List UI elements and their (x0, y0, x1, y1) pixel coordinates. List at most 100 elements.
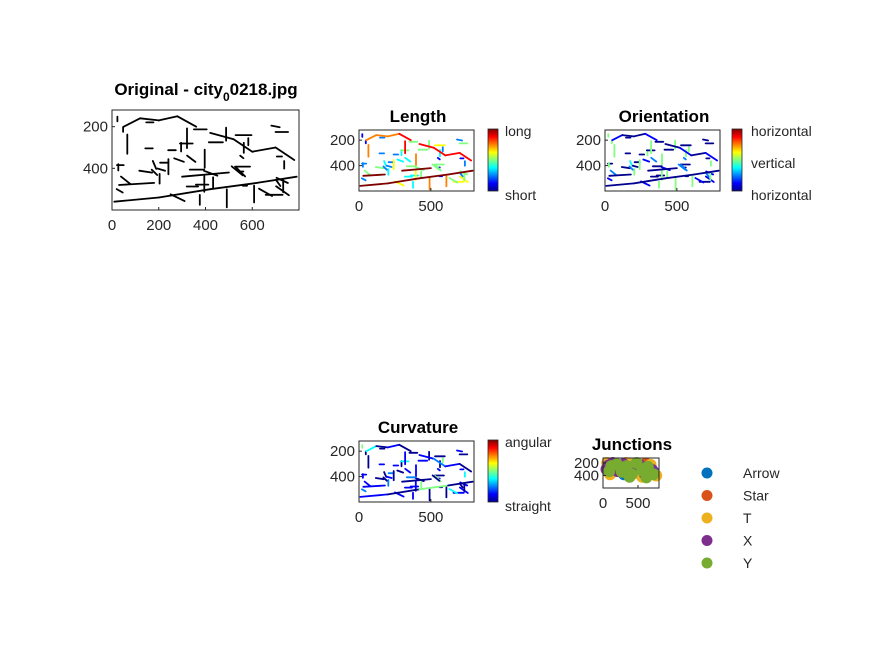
length-edge-segment (374, 166, 385, 170)
curvature-edge-segment (386, 443, 401, 449)
orientation-colorbar-bottom-label: horizontal (751, 187, 812, 203)
curvature-edge-segment (431, 474, 441, 482)
original-xtick-label: 400 (193, 217, 218, 234)
length-edge-segment (436, 156, 441, 161)
orientation-frame (604, 129, 721, 192)
curvature-xtick-label: 0 (355, 509, 363, 526)
legend-label-x: X (743, 533, 753, 549)
original-edge-segment (150, 168, 159, 176)
orientation-edge-segment (611, 134, 624, 142)
original-edge-image (113, 115, 298, 209)
length-colorbar-top-label: long (505, 123, 531, 139)
legend-label-t: T (743, 510, 752, 526)
length-edge-segment (363, 169, 372, 177)
curvature-edge-segment (444, 462, 461, 468)
orientation-edge-segment (682, 156, 687, 161)
original-edge-segment (209, 181, 258, 191)
length-edge-segment (382, 165, 388, 171)
orientation-edge-segment (620, 166, 631, 170)
orientation-edge-segment (664, 143, 681, 149)
length-edge-segment (458, 151, 473, 162)
orientation-edge-segment (678, 146, 693, 157)
original-edge-segment (181, 171, 230, 178)
curvature-edge-segment (385, 475, 393, 479)
curvature-ticks: 0 500 200 400 (330, 443, 443, 526)
original-xtick-label: 0 (108, 217, 116, 234)
orientation-title: Orientation (619, 107, 710, 126)
curvature-edge-segment (398, 443, 412, 453)
orientation-xtick-label: 0 (601, 198, 609, 215)
length-edge-segment (359, 182, 389, 187)
curvature-edge-segment (432, 457, 447, 468)
curvature-colorbar-bottom-label: straight (505, 498, 551, 514)
legend-label-arrow: Arrow (743, 465, 780, 481)
junction-point-y (623, 470, 636, 483)
orientation-edge-segment (632, 132, 647, 138)
original-ytick-label: 400 (83, 160, 108, 177)
original-edge-segment (157, 188, 212, 199)
length-edge-segment (404, 156, 412, 163)
original-edge-segment (232, 138, 254, 153)
original-ytick-label: 200 (83, 119, 108, 136)
legend-label-star: Star (743, 488, 769, 504)
length-frame (358, 129, 475, 192)
curvature-ytick-label: 200 (330, 443, 355, 460)
original-edge-segment (151, 159, 158, 170)
original-edge-segment (176, 115, 198, 128)
original-edge-segment (157, 115, 179, 122)
curvature-edge-segment (374, 477, 385, 481)
length-edge-segment (360, 177, 367, 182)
orientation-edge-segment (704, 151, 718, 162)
orientation-edge-segment (621, 134, 635, 138)
legend-label-y: Y (743, 555, 753, 571)
junctions-xtick-label: 500 (625, 495, 650, 512)
orientation-colorbar-top-label: horizontal (751, 123, 812, 139)
length-edge-image (359, 132, 474, 191)
curvature-edge-segment (375, 445, 389, 449)
curvature-edge-segment (359, 493, 389, 498)
curvature-edge-segment (360, 488, 367, 493)
original-edge-segment (251, 146, 277, 153)
orientation-edge-segment (629, 160, 634, 167)
length-edge-segment (365, 134, 378, 142)
original-edge-segment (258, 187, 273, 197)
original-edge-segment (139, 117, 160, 122)
orientation-ytick-label: 400 (576, 158, 601, 175)
orientation-edge-segment (642, 158, 651, 163)
length-edge-segment (401, 167, 432, 172)
curvature-colorbar (487, 439, 499, 503)
orientation-xtick-label: 500 (664, 198, 689, 215)
junctions-ytick-label: 200 (574, 455, 599, 472)
curvature-xtick-label: 500 (418, 509, 443, 526)
length-edge-segment (447, 169, 474, 176)
legend-marker-t (701, 512, 713, 524)
curvature-edge-segment (396, 469, 405, 474)
original-edge-segment (186, 154, 197, 163)
length-edge-segment (386, 177, 421, 185)
original-edge-segment (120, 175, 132, 186)
length-edge-segment (398, 132, 412, 142)
length-ytick-label: 200 (330, 132, 355, 149)
length-ticks: 0 500 200 400 (330, 132, 443, 215)
junctions-legend: Arrow Star TXY (701, 465, 780, 571)
orientation-edge-segment (632, 164, 639, 168)
length-edge-segment (375, 134, 389, 138)
length-edge-segment (432, 146, 447, 157)
orientation-edge-segment (644, 132, 658, 142)
length-edge-segment (444, 151, 461, 157)
curvature-edge-segment (386, 488, 421, 496)
curvature-title: Curvature (378, 418, 458, 437)
orientation-ticks: 0 500 200 400 (576, 132, 689, 215)
orientation-edge-segment (632, 177, 667, 185)
orientation-ytick-label: 200 (576, 132, 601, 149)
length-edge-segment (396, 158, 405, 163)
orientation-edge-image (605, 132, 720, 191)
length-edge-segment (385, 164, 393, 168)
orientation-edge-segment (664, 173, 695, 180)
length-edge-segment (418, 143, 435, 149)
curvature-edge-segment (418, 454, 435, 460)
curvature-edge-image (359, 443, 474, 502)
original-edge-segment (209, 131, 235, 141)
